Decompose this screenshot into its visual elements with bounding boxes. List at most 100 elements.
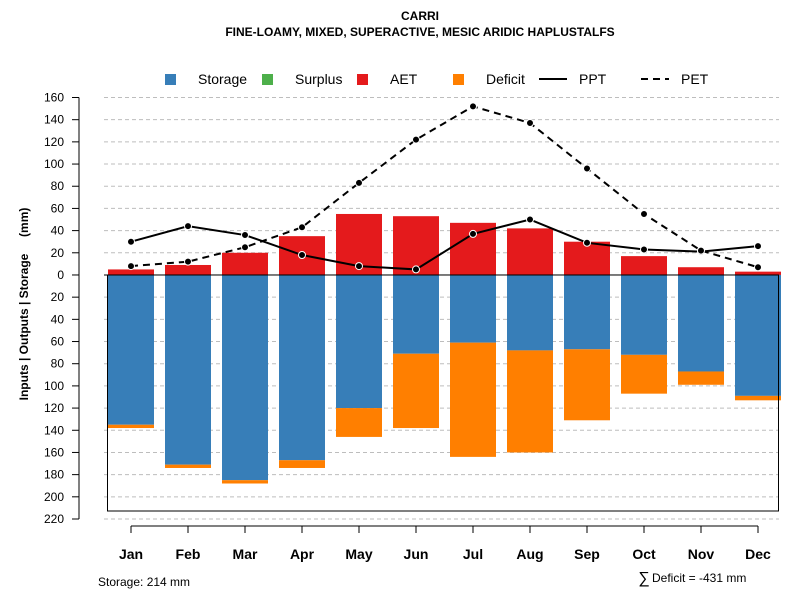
plot-frame bbox=[107, 274, 779, 512]
storage-bar bbox=[507, 274, 553, 351]
ppt-point bbox=[184, 222, 192, 231]
storage-bar bbox=[621, 274, 667, 355]
x-tick-label: Mar bbox=[233, 546, 258, 562]
storage-bar bbox=[678, 274, 724, 372]
legend-label: Storage bbox=[198, 71, 247, 87]
pet-point bbox=[412, 135, 420, 144]
aet-bar bbox=[507, 228, 553, 275]
aet-bar bbox=[393, 216, 439, 275]
pet-point bbox=[754, 263, 762, 272]
y-tick-label: 60 bbox=[51, 335, 65, 349]
ppt-point bbox=[298, 251, 306, 260]
aet-bar bbox=[222, 252, 268, 275]
x-tick-label: Feb bbox=[176, 546, 201, 562]
y-tick-label: 80 bbox=[51, 357, 65, 371]
deficit-bar bbox=[678, 371, 724, 385]
aet-bar bbox=[165, 264, 211, 275]
chart-title: CARRI bbox=[401, 9, 439, 23]
x-tick-label: Jul bbox=[463, 546, 483, 562]
aet-bar bbox=[678, 267, 724, 275]
storage-bar bbox=[279, 274, 325, 461]
aet-bar bbox=[564, 241, 610, 275]
y-tick-label: 120 bbox=[44, 401, 64, 415]
y-axis: 1601401201008060402002040608010012014016… bbox=[44, 91, 80, 526]
deficit-bar bbox=[393, 353, 439, 429]
ppt-point bbox=[355, 262, 363, 271]
x-tick-label: Oct bbox=[632, 546, 656, 562]
pet-point bbox=[184, 257, 192, 266]
deficit-bar bbox=[165, 464, 211, 468]
storage-total: Storage: 214 mm bbox=[98, 575, 190, 589]
y-tick-label: 180 bbox=[44, 468, 64, 482]
pet-point bbox=[469, 102, 477, 111]
y-tick-label: 220 bbox=[44, 512, 64, 526]
ppt-point bbox=[754, 242, 762, 251]
y-tick-label: 20 bbox=[51, 290, 65, 304]
ppt-point bbox=[526, 215, 534, 224]
storage-bar bbox=[336, 274, 382, 409]
legend-label: Deficit bbox=[486, 71, 525, 87]
deficit-bar bbox=[279, 460, 325, 468]
deficit-bar bbox=[336, 408, 382, 437]
y-tick-label: 60 bbox=[51, 201, 65, 215]
y-tick-label: 200 bbox=[44, 490, 64, 504]
legend-label: Surplus bbox=[295, 71, 342, 87]
surplus-legend-swatch bbox=[262, 74, 273, 85]
y-tick-label: 20 bbox=[51, 246, 65, 260]
pet-point bbox=[355, 178, 363, 187]
y-axis-label: Inputs | Outputs | Storage (mm) bbox=[17, 208, 31, 401]
pet-point bbox=[697, 246, 705, 255]
deficit-total: Deficit = -431 mm bbox=[652, 571, 746, 585]
aet-bar bbox=[621, 256, 667, 275]
storage-bar bbox=[735, 274, 781, 396]
y-tick-label: 160 bbox=[44, 445, 64, 459]
ppt-point bbox=[412, 265, 420, 274]
pet-point bbox=[583, 164, 591, 173]
ppt-point bbox=[640, 245, 648, 254]
storage-bar bbox=[393, 274, 439, 354]
x-tick-label: Jun bbox=[404, 546, 429, 562]
pet-point bbox=[127, 262, 135, 271]
x-tick-label: Sep bbox=[574, 546, 600, 562]
y-tick-label: 140 bbox=[44, 113, 64, 127]
legend-label: PPT bbox=[579, 71, 607, 87]
deficit-bar bbox=[507, 350, 553, 453]
y-tick-label: 40 bbox=[51, 312, 65, 326]
x-axis: Jan Feb Mar Apr May Jun Jul Aug Sep Oct Nov Dec bbox=[119, 525, 771, 562]
storage-bar bbox=[108, 274, 154, 425]
deficit-bar bbox=[450, 342, 496, 457]
storage-bar bbox=[222, 274, 268, 481]
ppt-line bbox=[130, 218, 759, 271]
pet-point bbox=[526, 119, 534, 128]
y-tick-label: 0 bbox=[57, 268, 64, 282]
deficit-bar bbox=[735, 395, 781, 401]
pet-point bbox=[298, 223, 306, 232]
ppt-point bbox=[469, 229, 477, 238]
x-tick-label: Dec bbox=[745, 546, 771, 562]
deficit-bar bbox=[564, 349, 610, 421]
storage-bar bbox=[450, 274, 496, 343]
y-tick-label: 100 bbox=[44, 157, 64, 171]
ppt-point bbox=[127, 237, 135, 246]
ppt-point bbox=[583, 238, 591, 247]
pet-line bbox=[130, 105, 759, 269]
aet-bar bbox=[735, 271, 781, 275]
legend: Storage Surplus AET Deficit PPT PET bbox=[165, 71, 709, 87]
y-tick-label: 120 bbox=[44, 135, 64, 149]
deficit-bar bbox=[108, 424, 154, 429]
legend-label: PET bbox=[681, 71, 709, 87]
x-tick-label: Nov bbox=[688, 546, 715, 562]
deficit-bar bbox=[222, 480, 268, 484]
x-tick-label: Aug bbox=[516, 546, 543, 562]
line-series bbox=[127, 102, 762, 274]
aet-bar bbox=[108, 269, 154, 275]
x-tick-label: Apr bbox=[290, 546, 315, 562]
x-tick-label: Jan bbox=[119, 546, 143, 562]
bar-series bbox=[108, 213, 781, 484]
storage-bar bbox=[165, 274, 211, 465]
storage-bar bbox=[564, 274, 610, 350]
y-tick-label: 160 bbox=[44, 91, 64, 105]
sum-symbol: ∑ bbox=[638, 570, 649, 587]
y-tick-label: 80 bbox=[51, 179, 65, 193]
pet-point bbox=[640, 209, 648, 218]
